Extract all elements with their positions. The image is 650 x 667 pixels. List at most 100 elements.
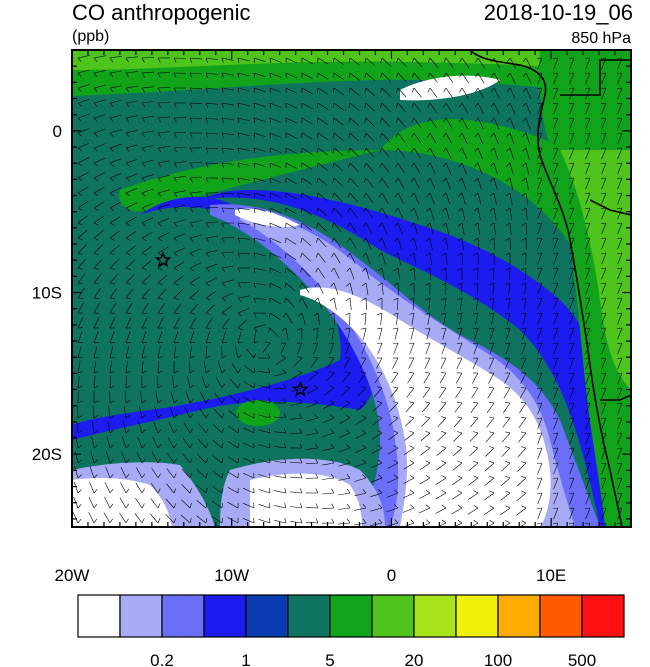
wind-barb-feather [141,192,146,197]
wind-barb-feather [506,162,511,167]
wind-barb-feather [93,342,100,344]
wind-barb [372,402,383,412]
wind-barb-feather [297,356,303,359]
wind-barb [109,70,122,74]
wind-barb [381,132,391,143]
wind-barb-feather [536,177,543,179]
wind-barb [470,402,479,413]
wind-barb-feather [363,162,367,168]
wind-barb-feather [521,237,527,241]
wind-barb-feather [205,413,209,419]
wind-barb-feather [409,474,415,479]
wind-barb-feather [393,297,399,301]
wind-barb [173,219,186,224]
wind-barb-feather [205,252,210,257]
wind-barb-feather [505,237,511,241]
wind-barb [93,201,105,209]
wind-barb-feather [237,354,242,359]
wind-barb [569,237,575,250]
wind-barb [321,507,335,509]
wind-barb-feather [315,252,319,258]
wind-barb [461,72,469,84]
wind-barb [405,402,415,413]
wind-barb [569,372,575,385]
wind-barb [445,222,449,235]
wind-barb [301,312,306,325]
wind-barb-feather [77,385,83,389]
wind-barb-feather [522,147,527,152]
wind-barb-feather [189,503,192,509]
wind-barb [601,267,607,280]
wind-barb-feather [125,87,130,93]
wind-barb [453,417,463,428]
wind-barb-feather [157,57,161,63]
wind-barb [189,331,195,344]
wind-barb [301,297,308,309]
wind-barb-feather [221,282,226,287]
lat-tick-label: 20S [32,445,62,464]
wind-barb [429,207,435,220]
wind-barb [524,282,527,295]
wind-barb-feather [189,458,193,464]
wind-barb [285,222,297,230]
wind-barb [329,342,335,355]
wind-barb-feather [522,132,527,137]
wind-barb-feather [409,416,415,419]
wind-barb-feather [473,475,479,479]
wind-barb-feather [314,414,319,419]
wind-barb [617,357,623,370]
wind-barb-feather [109,444,114,449]
wind-barb [125,259,136,269]
wind-barb [173,247,185,254]
wind-barb [333,207,343,218]
wind-barb-feather [221,207,225,213]
wind-barb-feather [298,413,303,419]
wind-barb-feather [346,488,351,494]
wind-barb-feather [173,297,179,300]
wind-barb [553,282,559,295]
wind-barb [242,487,255,494]
wind-barb [109,158,122,164]
wind-barb-feather [456,342,463,344]
wind-barb-feather [410,504,415,509]
wind-barb [301,102,313,110]
wind-barb-feather [616,207,623,209]
wind-barb [381,222,388,235]
wind-barb-feather [330,444,335,449]
wind-barb [269,147,282,153]
wind-barb-feather [552,237,559,239]
wind-barb-feather [347,207,351,213]
wind-barb-feather [536,357,543,359]
wind-barb-feather [616,192,623,194]
wind-barb-feather [348,87,351,93]
wind-barb-feather [109,297,115,300]
wind-barb-feather [427,102,431,108]
colorbar-bin [581,594,625,638]
wind-barb [429,267,432,281]
wind-barb [537,417,543,430]
wind-barb-feather [378,222,383,228]
wind-barb-feather [173,87,177,93]
wind-barb [205,132,219,135]
wind-barb [301,207,312,216]
wind-barb [376,357,383,369]
wind-barb [108,406,111,419]
wind-barb [455,387,463,399]
wind-barb [125,159,138,164]
wind-barb [157,189,170,194]
wind-barb [297,342,303,355]
wind-barb [125,115,138,119]
wind-barb-feather [504,402,511,404]
wind-barb-feather [394,489,399,494]
wind-barb [77,229,88,239]
colorbar-label: 0.2 [150,651,174,667]
wind-barb-feather [125,503,129,509]
wind-barb-feather [109,132,114,137]
wind-barb [420,447,431,456]
wind-barb-feather [77,267,83,270]
wind-barb [227,441,239,449]
wind-barb-feather [489,431,495,434]
wind-barb [322,432,335,437]
wind-barb-feather [426,519,431,524]
wind-barb [445,162,452,175]
